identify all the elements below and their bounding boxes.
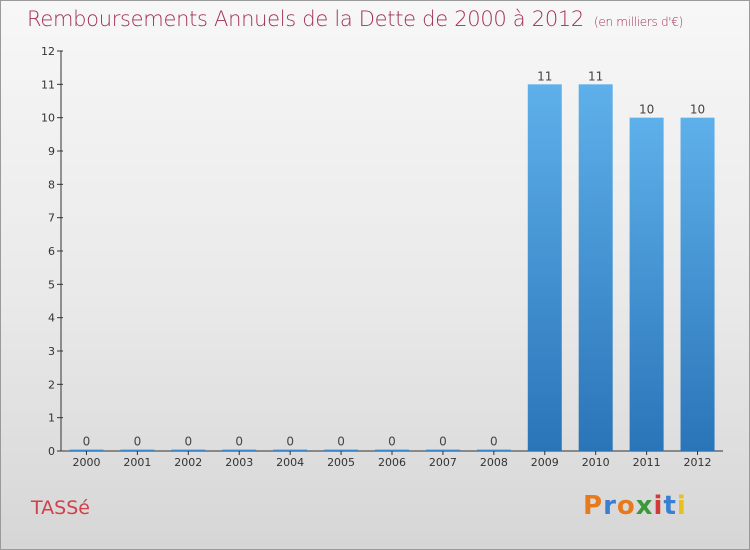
x-tick-label: 2011 [633,456,661,469]
logo-letter: r [603,491,617,521]
bar [629,117,664,452]
y-tick-label: 4 [48,312,55,325]
bar [425,449,460,451]
x-tick-label: 2001 [123,456,151,469]
x-tick-label: 2006 [378,456,406,469]
x-tick-label: 2002 [174,456,202,469]
bar-value-label: 0 [184,435,192,449]
x-tick-label: 2004 [276,456,304,469]
y-tick-label: 3 [48,345,55,358]
y-tick-label: 12 [41,45,55,58]
bar-value-label: 0 [286,435,294,449]
proxiti-logo: Proxiti [583,491,687,521]
chart-title: Remboursements Annuels de la Dette de 20… [27,7,683,31]
bar [527,84,562,451]
y-tick-label: 7 [48,212,55,225]
x-tick-label: 2003 [225,456,253,469]
bar [222,449,257,451]
y-tick-label: 1 [48,412,55,425]
logo-letter: i [676,491,687,521]
logo-letter: t [663,491,677,521]
bar-value-label: 0 [439,435,447,449]
bar-value-label: 0 [388,435,396,449]
x-tick-label: 2009 [531,456,559,469]
y-tick-label: 8 [48,178,55,191]
logo-letter: i [653,491,664,521]
chart-subtitle: (en milliers d'€) [594,15,684,29]
x-tick-label: 2000 [72,456,100,469]
y-tick-label: 0 [48,445,55,458]
y-tick-label: 10 [41,112,55,125]
bar-value-label: 11 [537,69,552,83]
y-tick-label: 5 [48,278,55,291]
x-tick-label: 2012 [684,456,712,469]
bar-value-label: 10 [690,103,705,117]
bar [171,449,206,451]
x-tick-label: 2008 [480,456,508,469]
bar [578,84,613,451]
y-tick-label: 2 [48,378,55,391]
bar-value-label: 0 [235,435,243,449]
bar [69,449,104,451]
bar [680,117,715,452]
bar [120,449,155,451]
bar [476,449,511,451]
logo-letter: x [635,491,654,521]
bar-value-label: 0 [134,435,142,449]
x-tick-label: 2007 [429,456,457,469]
y-tick-label: 11 [41,78,55,91]
commune-name: TASSé [31,497,90,519]
bar-value-label: 11 [588,69,603,83]
bar-value-label: 0 [337,435,345,449]
bar-value-label: 10 [639,103,654,117]
bar [324,449,359,451]
y-tick-label: 9 [48,145,55,158]
bar-value-label: 0 [490,435,498,449]
chart-bars [69,84,715,452]
y-tick-label: 6 [48,245,55,258]
bar-value-label: 0 [83,435,91,449]
bar [273,449,308,451]
chart-data-labels: 0 0 0 0 0 0 0 0 0 11 11 10 10 [83,69,706,448]
bar [375,449,409,451]
logo-letter: o [616,491,636,521]
logo-letter: P [583,491,604,521]
chart-title-text: Remboursements Annuels de la Dette de 20… [27,7,584,31]
x-tick-label: 2010 [582,456,610,469]
x-tick-label: 2005 [327,456,355,469]
